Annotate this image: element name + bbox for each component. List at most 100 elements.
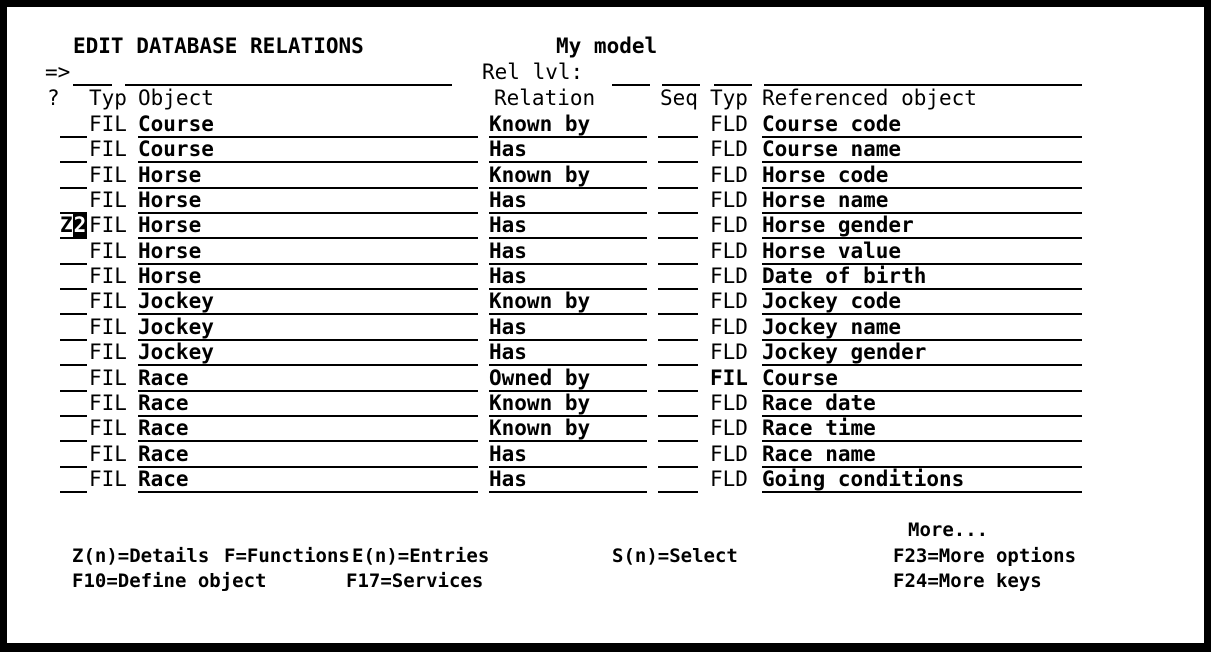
row-ref-typ-literal: FLD xyxy=(710,315,748,339)
row-opt-field[interactable] xyxy=(60,289,87,315)
row-ref-object-field[interactable]: Course name xyxy=(762,137,1082,163)
row-opt-field[interactable] xyxy=(60,112,87,138)
row-ref-typ-literal: FLD xyxy=(710,188,748,212)
row-relation-field[interactable]: Has xyxy=(489,213,647,239)
row-opt-field[interactable] xyxy=(60,366,87,392)
row-relation-field[interactable]: Known by xyxy=(489,289,647,315)
row-seq-field[interactable] xyxy=(658,264,698,290)
seq-filter-field[interactable] xyxy=(662,60,700,86)
row-seq-field[interactable] xyxy=(658,416,698,442)
row-relation-field[interactable]: Known by xyxy=(489,416,647,442)
row-ref-typ-literal: FLD xyxy=(710,213,748,237)
row-seq-field[interactable] xyxy=(658,315,698,341)
row-opt-field[interactable] xyxy=(60,264,87,290)
row-seq-field[interactable] xyxy=(658,239,698,265)
row-object-field[interactable]: Horse xyxy=(138,213,478,239)
row-ref-object-field[interactable]: Date of birth xyxy=(762,264,1082,290)
row-seq-field[interactable] xyxy=(658,366,698,392)
row-ref-object-field[interactable]: Race date xyxy=(762,391,1082,417)
row-opt-field[interactable] xyxy=(60,315,87,341)
fkey-label: F17=Services xyxy=(346,570,484,592)
row-ref-object-field[interactable]: Race time xyxy=(762,416,1082,442)
row-ref-object-field[interactable]: Race name xyxy=(762,442,1082,468)
row-relation-field[interactable]: Has xyxy=(489,315,647,341)
row-opt-field[interactable] xyxy=(60,340,87,366)
row-opt-field[interactable] xyxy=(60,188,87,214)
row-relation-field[interactable]: Has xyxy=(489,137,647,163)
col-header-ref-object: Referenced object xyxy=(762,86,977,110)
row-typ-literal: FIL xyxy=(89,239,127,263)
row-object-field[interactable]: Jockey xyxy=(138,340,478,366)
row-object-field[interactable]: Race xyxy=(138,416,478,442)
row-seq-field[interactable] xyxy=(658,213,698,239)
row-object-field[interactable]: Race xyxy=(138,442,478,468)
row-object-field[interactable]: Horse xyxy=(138,264,478,290)
row-seq-field[interactable] xyxy=(658,467,698,493)
col-header-opt: ? xyxy=(47,86,60,110)
row-object-field[interactable]: Horse xyxy=(138,239,478,265)
row-ref-typ-literal: FLD xyxy=(710,137,748,161)
row-seq-field[interactable] xyxy=(658,442,698,468)
row-ref-object-field[interactable]: Jockey name xyxy=(762,315,1082,341)
row-ref-typ-literal: FLD xyxy=(710,467,748,491)
row-opt-field[interactable] xyxy=(60,163,87,189)
row-relation-field[interactable]: Known by xyxy=(489,163,647,189)
row-seq-field[interactable] xyxy=(658,391,698,417)
fkey-option-label: F23=More options xyxy=(893,545,1077,567)
row-object-field[interactable]: Horse xyxy=(138,188,478,214)
row-relation-field[interactable]: Known by xyxy=(489,112,647,138)
row-ref-object-field[interactable]: Jockey code xyxy=(762,289,1082,315)
row-opt-field[interactable] xyxy=(60,442,87,468)
row-opt-field[interactable] xyxy=(60,391,87,417)
row-typ-literal: FIL xyxy=(89,467,127,491)
row-typ-literal: FIL xyxy=(89,442,127,466)
col-header-object: Object xyxy=(138,86,214,110)
row-object-field[interactable]: Course xyxy=(138,112,478,138)
row-object-field[interactable]: Race xyxy=(138,467,478,493)
fkey-option-label: S(n)=Select xyxy=(612,545,738,567)
ref-object-filter-field[interactable] xyxy=(764,60,1082,86)
row-object-field[interactable]: Race xyxy=(138,391,478,417)
row-object-field[interactable]: Jockey xyxy=(138,289,478,315)
row-ref-typ-literal: FLD xyxy=(710,340,748,364)
row-ref-object-field[interactable]: Horse name xyxy=(762,188,1082,214)
row-seq-field[interactable] xyxy=(658,289,698,315)
row-seq-field[interactable] xyxy=(658,340,698,366)
row-typ-literal: FIL xyxy=(89,315,127,339)
row-ref-object-field[interactable]: Jockey gender xyxy=(762,340,1082,366)
row-relation-field[interactable]: Has xyxy=(489,442,647,468)
row-relation-field[interactable]: Has xyxy=(489,340,647,366)
row-seq-field[interactable] xyxy=(658,163,698,189)
row-opt-field[interactable] xyxy=(60,416,87,442)
rel-lvl-field[interactable] xyxy=(612,60,650,86)
command-opt-field[interactable] xyxy=(73,60,112,86)
row-relation-field[interactable]: Has xyxy=(489,467,647,493)
row-relation-field[interactable]: Has xyxy=(489,239,647,265)
command-prompt: => xyxy=(45,60,71,84)
row-opt-field[interactable] xyxy=(60,467,87,493)
row-ref-object-field[interactable]: Horse code xyxy=(762,163,1082,189)
row-seq-field[interactable] xyxy=(658,188,698,214)
col-header-relation: Relation xyxy=(494,86,596,110)
row-object-field[interactable]: Jockey xyxy=(138,315,478,341)
row-ref-object-field[interactable]: Course xyxy=(762,366,1082,392)
row-ref-object-field[interactable]: Going conditions xyxy=(762,467,1082,493)
row-opt-field[interactable]: Z2 xyxy=(60,213,87,239)
row-object-field[interactable]: Horse xyxy=(138,163,478,189)
command-input-field[interactable] xyxy=(125,60,452,86)
row-opt-field[interactable] xyxy=(60,137,87,163)
row-relation-field[interactable]: Has xyxy=(489,188,647,214)
row-relation-field[interactable]: Has xyxy=(489,264,647,290)
typ-filter-field[interactable] xyxy=(714,60,752,86)
row-ref-object-field[interactable]: Horse value xyxy=(762,239,1082,265)
row-seq-field[interactable] xyxy=(658,137,698,163)
row-relation-field[interactable]: Known by xyxy=(489,391,647,417)
row-object-field[interactable]: Course xyxy=(138,137,478,163)
row-typ-literal: FIL xyxy=(89,264,127,288)
row-relation-field[interactable]: Owned by xyxy=(489,366,647,392)
row-opt-field[interactable] xyxy=(60,239,87,265)
row-ref-object-field[interactable]: Horse gender xyxy=(762,213,1082,239)
row-seq-field[interactable] xyxy=(658,112,698,138)
row-ref-object-field[interactable]: Course code xyxy=(762,112,1082,138)
row-object-field[interactable]: Race xyxy=(138,366,478,392)
